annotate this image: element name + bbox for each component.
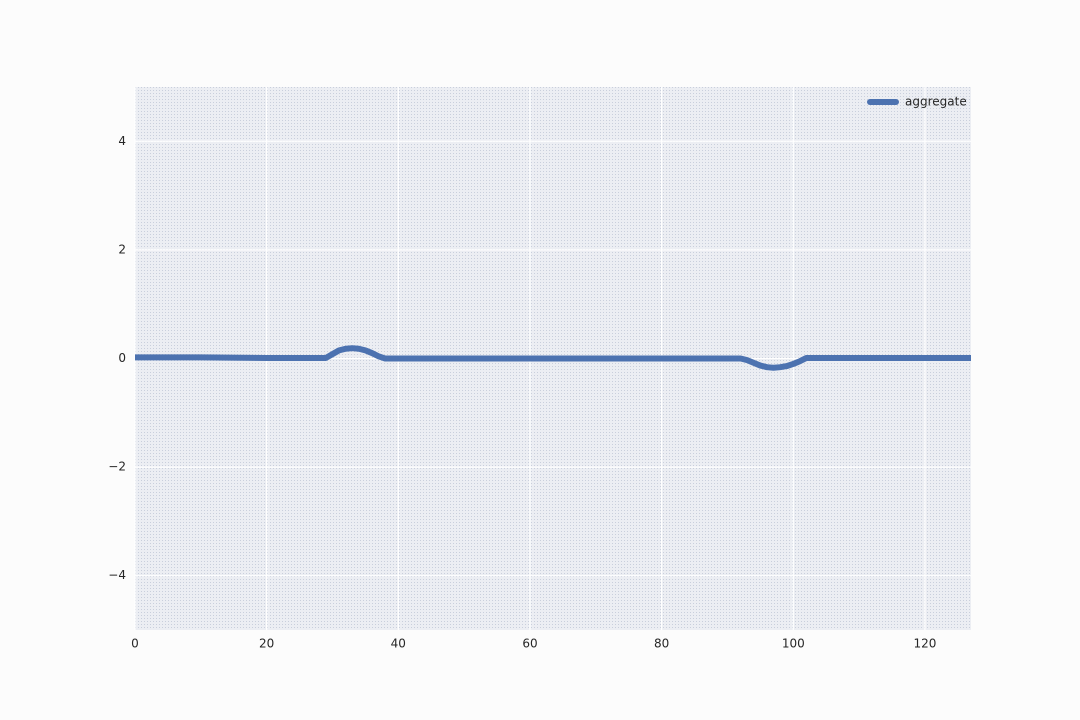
data-line bbox=[135, 345, 971, 371]
x-tick-label: 100 bbox=[782, 637, 805, 651]
y-tick-label: −4 bbox=[108, 568, 126, 582]
y-tick-label: 2 bbox=[118, 242, 126, 256]
y-tick-label: −2 bbox=[108, 460, 126, 474]
x-tick-label: 0 bbox=[131, 637, 139, 651]
x-tick-label: 120 bbox=[913, 637, 936, 651]
legend-label: aggregate bbox=[905, 95, 967, 109]
x-tick-label: 60 bbox=[522, 637, 537, 651]
y-tick-label: 0 bbox=[118, 351, 126, 365]
x-tick-label: 40 bbox=[391, 637, 406, 651]
y-tick-label: 4 bbox=[118, 134, 126, 148]
x-tick-label: 20 bbox=[259, 637, 274, 651]
x-tick-label: 80 bbox=[654, 637, 669, 651]
